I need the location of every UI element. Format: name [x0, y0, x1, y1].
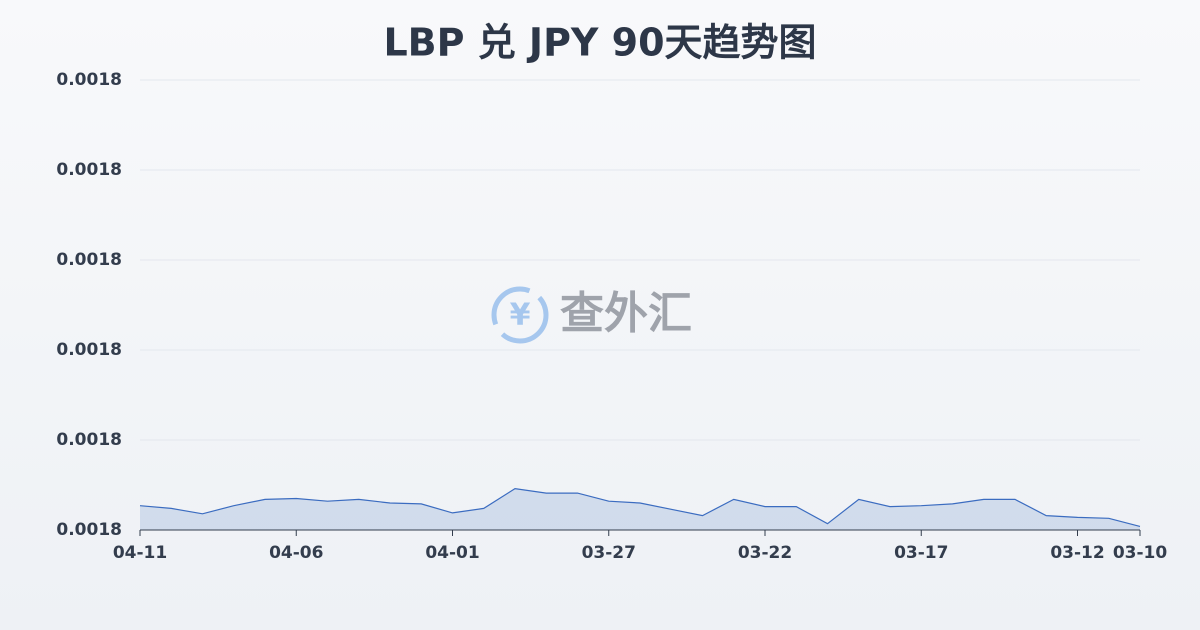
y-tick-label: 0.0018 — [56, 70, 122, 90]
y-tick-label: 0.0018 — [56, 430, 122, 450]
area-fill — [140, 488, 1140, 530]
x-tick-label: 03-12 — [1050, 543, 1104, 563]
watermark-icon: ¥ — [491, 286, 549, 344]
x-tick-label: 03-10 — [1113, 543, 1168, 563]
x-tick-label: 04-11 — [113, 543, 167, 563]
y-tick-label: 0.0018 — [56, 520, 122, 540]
x-tick-label: 03-27 — [582, 543, 636, 563]
watermark: 查外汇 — [560, 288, 692, 339]
chart-title: LBP 兑 JPY 90天趋势图 — [383, 21, 816, 65]
x-tick-label: 04-01 — [425, 543, 479, 563]
y-tick-label: 0.0018 — [56, 250, 122, 270]
x-tick-label: 03-17 — [894, 543, 948, 563]
y-tick-label: 0.0018 — [56, 160, 122, 180]
line — [139, 487, 1141, 527]
x-tick-label: 03-22 — [738, 543, 792, 563]
svg-text:¥: ¥ — [510, 298, 531, 333]
x-tick-label: 04-06 — [269, 543, 323, 563]
y-tick-label: 0.0018 — [56, 340, 122, 360]
